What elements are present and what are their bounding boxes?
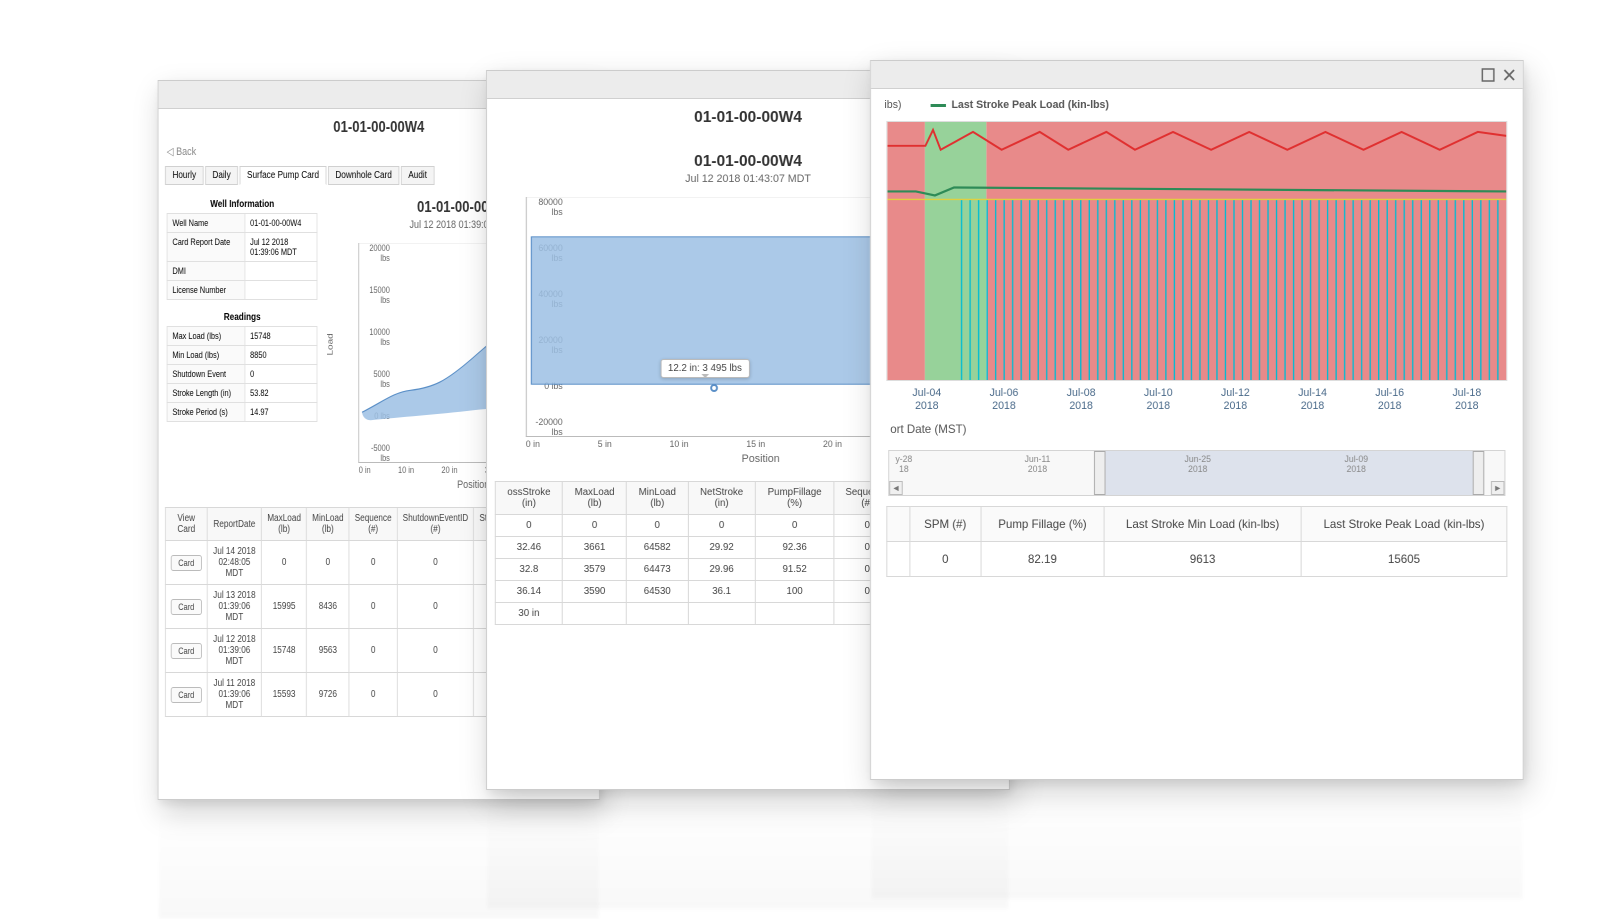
table-row: Card Report DateJul 12 2018 01:39:06 MDT: [167, 232, 318, 262]
titlebar: [871, 61, 1523, 89]
table-row: Stroke Length (in)53.82: [167, 383, 318, 403]
view-card-button[interactable]: Card: [171, 643, 202, 659]
date-range-slider[interactable]: ◄ ► y-28 18Jun-11 2018Jun-25 2018Jul-09 …: [888, 450, 1505, 496]
maximize-icon[interactable]: [1480, 67, 1495, 83]
readings-title: Readings: [167, 308, 318, 327]
chart-marker: [710, 384, 718, 392]
view-card-button[interactable]: Card: [171, 555, 202, 571]
view-card-button[interactable]: Card: [171, 599, 202, 615]
y-axis-label: Load: [326, 333, 335, 355]
tab-daily[interactable]: Daily: [205, 166, 238, 185]
table-row: Min Load (lbs)8850: [167, 345, 318, 365]
table-row: Max Load (lbs)15748: [167, 326, 318, 346]
range-selection[interactable]: [1098, 451, 1479, 495]
x-ticks: Jul-04 2018Jul-06 2018Jul-08 2018Jul-10 …: [886, 381, 1507, 418]
table-row: DMI: [167, 261, 318, 281]
summary-table: SPM (#)Pump Fillage (%)Last Stroke Min L…: [886, 506, 1507, 577]
table-row: Stroke Period (s)14.97: [167, 402, 318, 422]
well-info-title: Well Information: [167, 195, 318, 214]
x-axis-label: ort Date (MST): [886, 418, 1507, 446]
plot-area: [886, 121, 1507, 381]
scroll-left-icon[interactable]: ◄: [889, 481, 902, 495]
legend-swatch: [930, 104, 945, 107]
window-trend: ibs) Last Stroke Peak Load (kin-lbs) Jul…: [870, 60, 1524, 780]
table-row: Shutdown Event0: [167, 364, 318, 384]
back-link[interactable]: ◁ Back: [158, 139, 204, 158]
table-row: 082.19961315605: [887, 542, 1507, 577]
tab-downhole-card[interactable]: Downhole Card: [328, 166, 399, 185]
table-row: License Number: [167, 280, 318, 300]
readings-panel: Readings Max Load (lbs)15748Min Load (lb…: [158, 304, 325, 426]
scroll-right-icon[interactable]: ►: [1491, 481, 1504, 495]
well-info-panel: Well Information Well Name01-01-00-00W4C…: [158, 191, 325, 304]
range-handle-right[interactable]: [1473, 451, 1485, 495]
close-icon[interactable]: [1502, 67, 1517, 83]
legend-fragment: ibs): [884, 99, 901, 111]
trend-chart: Jul-04 2018Jul-06 2018Jul-08 2018Jul-10 …: [886, 121, 1507, 446]
table-row: Well Name01-01-00-00W4: [167, 213, 318, 233]
range-handle-left[interactable]: [1094, 451, 1106, 495]
view-card-button[interactable]: Card: [171, 687, 202, 703]
tab-audit[interactable]: Audit: [401, 166, 434, 185]
legend-label: Last Stroke Peak Load (kin-lbs): [951, 99, 1108, 111]
chart-tooltip: 12.2 in: 3 495 lbs: [660, 359, 749, 378]
tab-surface-pump-card[interactable]: Surface Pump Card: [240, 166, 327, 185]
chart-legend: ibs) Last Stroke Peak Load (kin-lbs): [871, 89, 1523, 121]
tab-hourly[interactable]: Hourly: [165, 166, 203, 185]
